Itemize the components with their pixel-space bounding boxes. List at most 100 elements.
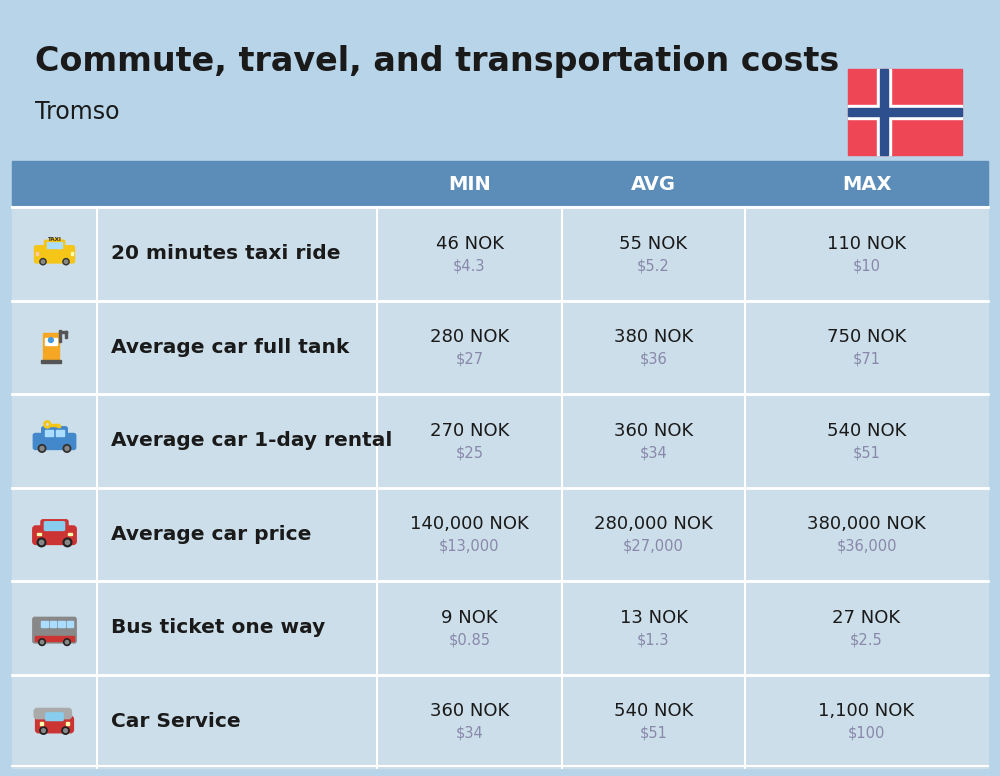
Bar xyxy=(40,722,43,725)
Text: Car Service: Car Service xyxy=(111,712,241,731)
Circle shape xyxy=(65,640,69,644)
Bar xyxy=(41,360,60,363)
Bar xyxy=(12,161,988,207)
Circle shape xyxy=(40,640,44,644)
Bar xyxy=(848,105,962,119)
Bar xyxy=(12,487,988,581)
Bar xyxy=(58,622,65,626)
Text: 1,100 NOK: 1,100 NOK xyxy=(818,702,915,720)
Bar xyxy=(59,331,66,333)
Text: MIN: MIN xyxy=(448,175,491,193)
Bar xyxy=(42,333,59,362)
Bar xyxy=(59,424,60,427)
Circle shape xyxy=(40,258,46,265)
FancyBboxPatch shape xyxy=(33,526,76,545)
Text: 380,000 NOK: 380,000 NOK xyxy=(807,515,926,533)
FancyBboxPatch shape xyxy=(36,716,73,733)
Bar xyxy=(37,532,41,535)
Text: 13 NOK: 13 NOK xyxy=(620,608,688,627)
Bar xyxy=(65,331,67,338)
Bar xyxy=(50,622,56,626)
Circle shape xyxy=(65,540,70,545)
Text: $71: $71 xyxy=(852,352,881,367)
Circle shape xyxy=(63,258,69,265)
Text: 540 NOK: 540 NOK xyxy=(614,702,693,720)
Bar xyxy=(68,532,72,535)
Circle shape xyxy=(65,446,69,450)
Text: Average car 1-day rental: Average car 1-day rental xyxy=(111,431,392,450)
Bar xyxy=(12,207,988,300)
Bar xyxy=(12,394,988,487)
Text: Bus ticket one way: Bus ticket one way xyxy=(111,618,325,637)
Text: 360 NOK: 360 NOK xyxy=(430,702,509,720)
Bar xyxy=(71,252,73,255)
Circle shape xyxy=(42,729,45,733)
Text: $27: $27 xyxy=(455,352,484,367)
Text: 380 NOK: 380 NOK xyxy=(614,328,693,346)
FancyBboxPatch shape xyxy=(46,713,63,721)
Text: MAX: MAX xyxy=(842,175,891,193)
FancyBboxPatch shape xyxy=(33,434,76,449)
Text: $2.5: $2.5 xyxy=(850,632,883,647)
Bar xyxy=(55,242,62,248)
Circle shape xyxy=(64,639,70,646)
Text: Tromso: Tromso xyxy=(35,100,120,124)
Bar xyxy=(49,237,60,241)
Circle shape xyxy=(64,260,68,263)
Text: 280,000 NOK: 280,000 NOK xyxy=(594,515,713,533)
Circle shape xyxy=(37,538,46,547)
Bar xyxy=(50,424,59,425)
Circle shape xyxy=(38,445,46,452)
Circle shape xyxy=(63,538,72,547)
Text: 110 NOK: 110 NOK xyxy=(827,235,906,253)
FancyBboxPatch shape xyxy=(42,427,67,438)
Text: $4.3: $4.3 xyxy=(453,258,486,273)
Text: $25: $25 xyxy=(456,445,484,460)
Circle shape xyxy=(39,540,44,545)
Text: 55 NOK: 55 NOK xyxy=(619,235,688,253)
FancyBboxPatch shape xyxy=(44,521,65,531)
Bar xyxy=(47,242,54,248)
Text: $36: $36 xyxy=(640,352,667,367)
FancyBboxPatch shape xyxy=(34,708,71,719)
Bar xyxy=(45,430,53,436)
FancyBboxPatch shape xyxy=(41,520,68,532)
Bar xyxy=(66,622,73,626)
Bar xyxy=(36,252,38,255)
Text: AVG: AVG xyxy=(631,175,676,193)
Bar xyxy=(12,300,988,394)
Text: $51: $51 xyxy=(640,726,667,741)
Text: 27 NOK: 27 NOK xyxy=(832,608,901,627)
Text: $34: $34 xyxy=(640,445,667,460)
Text: $13,000: $13,000 xyxy=(439,539,500,554)
Bar xyxy=(66,722,69,725)
Bar xyxy=(848,108,962,116)
Circle shape xyxy=(40,446,44,450)
Bar xyxy=(35,636,74,641)
Text: 360 NOK: 360 NOK xyxy=(614,421,693,440)
Text: TAXI: TAXI xyxy=(48,237,61,242)
Text: 140,000 NOK: 140,000 NOK xyxy=(410,515,529,533)
Bar xyxy=(41,622,48,626)
Bar xyxy=(848,69,962,155)
Text: $1.3: $1.3 xyxy=(637,632,670,647)
Text: $51: $51 xyxy=(853,445,880,460)
Circle shape xyxy=(64,729,67,733)
Text: $100: $100 xyxy=(848,726,885,741)
Text: $0.85: $0.85 xyxy=(448,632,490,647)
Text: $10: $10 xyxy=(852,258,881,273)
Bar xyxy=(57,424,59,427)
Text: 46 NOK: 46 NOK xyxy=(436,235,504,253)
Circle shape xyxy=(48,338,53,342)
FancyBboxPatch shape xyxy=(43,711,66,722)
FancyBboxPatch shape xyxy=(33,618,76,643)
Bar xyxy=(877,69,891,155)
Text: 750 NOK: 750 NOK xyxy=(827,328,906,346)
Text: Average car full tank: Average car full tank xyxy=(111,338,349,357)
Text: 9 NOK: 9 NOK xyxy=(441,608,498,627)
Text: 540 NOK: 540 NOK xyxy=(827,421,906,440)
Bar xyxy=(12,674,988,768)
FancyBboxPatch shape xyxy=(44,241,65,249)
Circle shape xyxy=(40,727,47,734)
Text: Average car price: Average car price xyxy=(111,525,311,544)
